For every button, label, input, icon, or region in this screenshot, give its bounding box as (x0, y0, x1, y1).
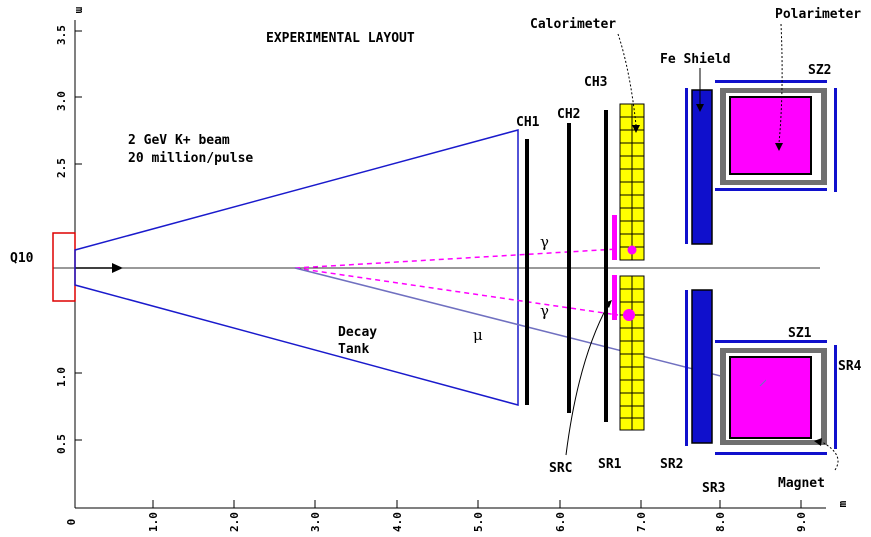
calorimeter-lower (619, 275, 645, 431)
x-tick-label: 8.0 (714, 512, 727, 532)
ch2-label: CH2 (557, 107, 580, 122)
diagram-title: EXPERIMENTAL LAYOUT (266, 31, 415, 46)
magnet-pointer-arrow (814, 438, 822, 446)
polarimeter-upper (715, 80, 837, 192)
sr1-label: SR1 (598, 457, 622, 472)
sz2-counter-top (715, 80, 827, 83)
y-tick-label: 2.5 (55, 158, 68, 178)
photon-track-lower (294, 267, 619, 316)
polarimeter-upper-magnet (729, 96, 812, 175)
sr2-upper-counter (685, 88, 688, 244)
src-label: SRC (549, 461, 572, 476)
photon-hit-upper (627, 245, 637, 255)
x-tick-label: 2.0 (228, 512, 241, 532)
sr1-lower-counter (612, 275, 617, 320)
calorimeter-label: Calorimeter (530, 17, 616, 32)
polarimeter-lower (715, 340, 837, 455)
x-axis-unit: m (836, 500, 849, 507)
sz1-counter-bottom (715, 452, 827, 455)
x-tick-label: 3.0 (309, 512, 322, 532)
x-tick-label: 4.0 (391, 512, 404, 532)
sr2-label: SR2 (660, 457, 683, 472)
ch1-label: CH1 (516, 115, 540, 130)
gamma-label-upper: γ (540, 233, 549, 251)
y-tick-label: 3.5 (55, 25, 68, 45)
beam-energy-text: 2 GeV K+ beam (128, 133, 230, 148)
calorimeter-pointer-arrow (632, 125, 640, 133)
ch2-chamber (567, 123, 571, 413)
x-tick-label: 7.0 (635, 512, 648, 532)
photon-hit-lower (623, 309, 635, 321)
beam-intensity-text: 20 million/pulse (128, 151, 253, 166)
fe-shield-pointer-arrow (696, 104, 704, 112)
sr-counter-side-upper (834, 88, 837, 192)
polarimeter-pointer-arrow (775, 143, 783, 151)
muon-stop-marker (759, 379, 767, 387)
polarimeter-pointer-line (778, 23, 783, 144)
src-pointer-arrow (604, 300, 612, 308)
axes: 3.5 3.0 2.5 1.0 0.5 m 0 1.0 2.0 3.0 4.0 … (55, 7, 849, 532)
y-tick-label: 0.5 (55, 434, 68, 454)
ch3-chamber (604, 110, 608, 422)
y-axis-unit: m (73, 7, 86, 14)
calorimeter-upper (619, 103, 645, 261)
sz2-counter-bottom (715, 188, 827, 191)
sr1-upper-counter (612, 215, 617, 260)
beam-arrow-head (112, 263, 123, 273)
magnet-label: Magnet (778, 476, 825, 491)
fe-shield-label: Fe Shield (660, 52, 730, 67)
sr4-label: SR4 (838, 359, 862, 374)
sz1-counter-top (715, 340, 827, 343)
decay-tank-label-line1: Decay (338, 325, 377, 340)
ch3-label: CH3 (584, 75, 607, 90)
sr2-lower-counter (685, 290, 688, 446)
x-tick-label: 9.0 (795, 512, 808, 532)
x-tick-label: 0 (65, 519, 78, 526)
y-tick-label: 3.0 (55, 91, 68, 111)
sz1-label: SZ1 (788, 326, 812, 341)
polarimeter-lower-magnet (729, 356, 812, 439)
x-tick-label: 5.0 (472, 512, 485, 532)
sr4-counter (834, 345, 837, 449)
decay-tank-label-line2: Tank (338, 342, 369, 357)
muon-label: μ (473, 326, 483, 344)
q10-label: Q10 (10, 251, 34, 266)
x-tick-label: 6.0 (554, 512, 567, 532)
sr3-label: SR3 (702, 481, 725, 496)
sz2-label: SZ2 (808, 63, 831, 78)
fe-shield-lower (691, 289, 713, 444)
x-tick-label: 1.0 (147, 512, 160, 532)
fe-shield-upper (691, 89, 713, 245)
polarimeter-label: Polarimeter (775, 7, 861, 22)
gamma-label-lower: γ (540, 302, 549, 320)
q10-magnet-box (52, 232, 76, 302)
decay-tank-outline (74, 129, 519, 406)
src-pointer-line (565, 304, 609, 456)
y-tick-label: 1.0 (55, 367, 68, 387)
ch1-chamber (525, 139, 529, 405)
